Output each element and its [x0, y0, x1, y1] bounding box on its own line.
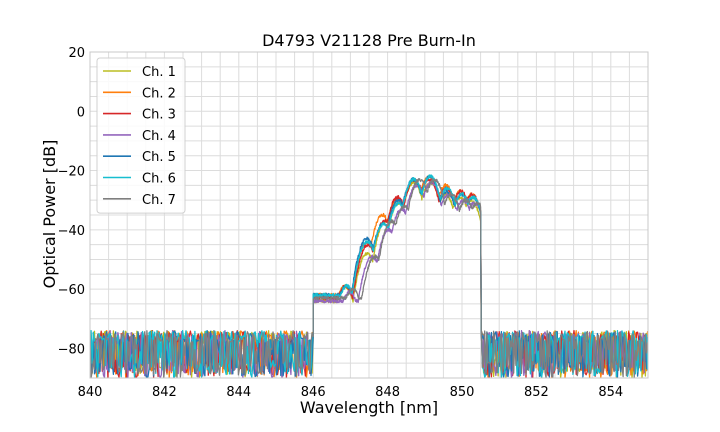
y-tick-label: −40: [58, 224, 85, 239]
legend-entry: Ch. 6: [142, 172, 176, 187]
x-tick-label: 844: [226, 385, 251, 400]
legend-entry: Ch. 4: [142, 129, 176, 144]
plot-frame: [89, 51, 649, 379]
legend-entry: Ch. 1: [142, 65, 176, 80]
y-tick-label: 20: [68, 46, 85, 61]
y-tick-label: −80: [58, 342, 85, 357]
legend-entry: Ch. 7: [142, 193, 176, 208]
x-tick-label: 840: [78, 385, 103, 400]
x-tick-label: 852: [524, 385, 549, 400]
legend-entry: Ch. 3: [142, 108, 176, 123]
x-axis-label: Wavelength [nm]: [300, 398, 438, 417]
legend-entry: Ch. 5: [142, 150, 176, 165]
x-tick-label: 848: [375, 385, 400, 400]
legend-entry: Ch. 2: [142, 86, 176, 101]
x-tick-label: 854: [598, 385, 623, 400]
series-line-7: [90, 178, 648, 378]
x-tick-label: 846: [301, 385, 326, 400]
y-tick-label: 0: [77, 105, 85, 120]
y-tick-label: −60: [58, 283, 85, 298]
x-tick-label: 850: [450, 385, 475, 400]
legend-box: [96, 57, 186, 214]
chart-title: D4793 V21128 Pre Burn-In: [262, 31, 476, 50]
y-tick-label: −20: [58, 165, 85, 180]
y-axis-label: Optical Power [dB]: [40, 140, 59, 289]
x-tick-label: 842: [152, 385, 177, 400]
